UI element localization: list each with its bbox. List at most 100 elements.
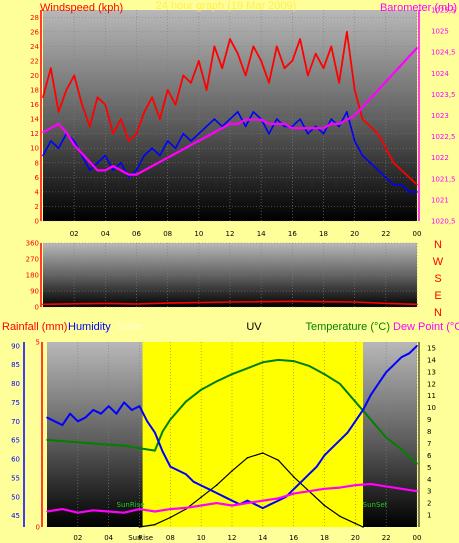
atmos-point	[184, 473, 187, 475]
atmos-point	[223, 495, 226, 498]
wind-point	[307, 74, 309, 77]
atmos-point	[292, 488, 295, 491]
barometer-y-tick: 1021	[431, 196, 449, 204]
wind-point	[392, 72, 395, 75]
atmos-point	[77, 420, 79, 423]
wind-point	[127, 176, 130, 179]
wind-point	[275, 45, 278, 48]
atmos-x-tick: Sun	[128, 534, 141, 542]
wind-x-tick: 08	[163, 230, 172, 238]
wind-point	[260, 60, 262, 62]
atmos-point	[154, 523, 156, 526]
atmos-point	[100, 412, 102, 415]
temp-y-tick: 10	[427, 404, 436, 412]
wind-point	[260, 118, 262, 121]
wind-point	[307, 127, 309, 129]
wind-point	[127, 173, 130, 176]
wind-point	[221, 127, 224, 129]
atmos-point	[369, 483, 372, 485]
humidity-label: Humidity	[68, 321, 111, 333]
wind-point	[96, 161, 99, 164]
wind-point	[369, 125, 372, 128]
atmos-point	[138, 405, 141, 407]
wind-point	[198, 140, 200, 142]
barometer-y-tick: 1021,5	[431, 175, 456, 183]
dir-point	[353, 301, 356, 303]
atmos-point	[154, 510, 156, 513]
temp-y-tick: 14	[427, 356, 436, 364]
atmos-point	[123, 511, 125, 514]
atmos-point	[107, 405, 110, 407]
wind-point	[377, 89, 379, 91]
barometer-y-tick: 1025,5	[431, 7, 456, 15]
dir-point	[291, 300, 294, 303]
humidity-y-tick: 60	[11, 456, 20, 464]
atmos-point	[339, 382, 341, 385]
dir-point	[229, 301, 231, 303]
wind-x-tick: 16	[288, 230, 297, 238]
rain-y-tick: 5	[36, 339, 40, 347]
atmos-point	[231, 504, 233, 507]
atmos-point	[262, 507, 264, 509]
atmos-point	[53, 420, 56, 423]
wind-x-tick: 12	[226, 230, 235, 238]
atmos-point	[92, 409, 95, 411]
wind-point	[416, 47, 418, 49]
wind-point	[408, 191, 411, 193]
atmos-point	[385, 436, 387, 439]
wind-point	[330, 45, 333, 48]
barometer-y-tick: 1024	[431, 70, 449, 78]
wind-x-tick: 00	[413, 230, 422, 238]
atmos-point	[400, 488, 403, 490]
atmos-point	[339, 515, 341, 518]
wind-point	[268, 123, 270, 125]
atmos-point	[138, 526, 141, 528]
dir-point	[322, 300, 325, 303]
atmos-point	[69, 412, 71, 415]
atmos-point	[146, 420, 149, 423]
temp-y-tick: 8	[427, 428, 431, 436]
atmos-point	[346, 431, 349, 434]
temp-y-tick: 9	[427, 416, 431, 424]
barometer-label: Barometer (mb)	[380, 2, 457, 14]
barometer-y-tick: 1020,5	[431, 218, 456, 226]
wind-point	[88, 125, 91, 128]
wind-point	[322, 127, 325, 129]
atmos-point	[393, 363, 395, 366]
atmos-point	[277, 499, 280, 502]
atmos-point	[138, 447, 141, 450]
wind-point	[416, 191, 418, 193]
wind-point	[96, 169, 99, 172]
wind-point	[229, 118, 231, 120]
wind-point	[135, 169, 138, 171]
atmos-point	[169, 508, 172, 510]
atmos-point	[200, 388, 202, 391]
wind-point	[73, 140, 75, 142]
wind-point	[385, 147, 387, 150]
wind-point	[252, 45, 255, 48]
humidity-y-tick: 55	[11, 474, 20, 482]
wind-point	[314, 52, 317, 55]
barometer-y-tick: 1024,5	[431, 49, 456, 57]
atmos-point	[400, 448, 403, 451]
dir-point	[104, 302, 107, 305]
atmos-point	[331, 446, 334, 449]
wind-point	[322, 67, 325, 70]
wind-point	[353, 140, 356, 142]
humidity-y-tick: 90	[11, 342, 20, 350]
dir-y-tick: 0	[35, 304, 39, 312]
temp-y-tick: 12	[427, 380, 436, 388]
chart-title: 24 hour graph (19 Mar 2009)	[156, 0, 297, 12]
atmos-x-tick: 00	[413, 534, 422, 542]
atmos-point	[77, 511, 79, 514]
wind-point	[408, 55, 411, 58]
wind-point	[322, 132, 325, 135]
wind-point	[283, 67, 286, 70]
wind-point	[236, 52, 239, 55]
atmos-point	[262, 499, 264, 502]
wind-point	[236, 111, 239, 113]
wind-point	[112, 165, 114, 167]
wind-point	[377, 132, 379, 135]
atmos-point	[354, 522, 357, 525]
